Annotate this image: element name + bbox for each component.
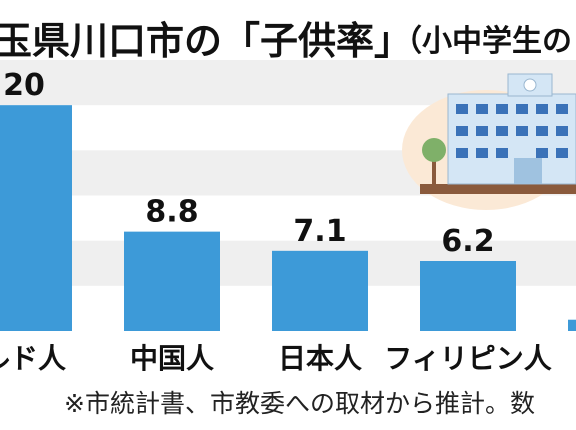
bar <box>272 250 368 331</box>
school-building-icon <box>402 73 576 210</box>
value-label: 6.2 <box>441 224 494 259</box>
bar <box>0 105 72 332</box>
chart-subtitle: （小中学生の <box>392 24 572 58</box>
bar <box>568 319 576 331</box>
category-label: 日本人 <box>278 342 362 375</box>
value-labels-group: 20 8.8 7.1 6.2 <box>3 68 494 259</box>
chart-title: 玉県川口市の「子供率」 <box>0 19 413 58</box>
value-label: 8.8 <box>145 195 198 230</box>
value-label: 20 <box>3 68 45 103</box>
category-label: 中国人 <box>130 342 214 375</box>
category-labels-group: ルド人中国人日本人フィリピン人ベ <box>0 342 552 375</box>
category-label: ルド人 <box>0 342 66 375</box>
bar <box>124 231 220 331</box>
title-row: 玉県川口市の「子供率」 （小中学生の <box>0 6 576 58</box>
bar <box>420 260 516 331</box>
chart-footnote: ※市統計書、市教委への取材から推計。数 <box>64 389 535 418</box>
bars-group <box>0 105 576 332</box>
category-label: フィリピン人 <box>384 342 551 375</box>
value-label: 7.1 <box>293 214 346 249</box>
